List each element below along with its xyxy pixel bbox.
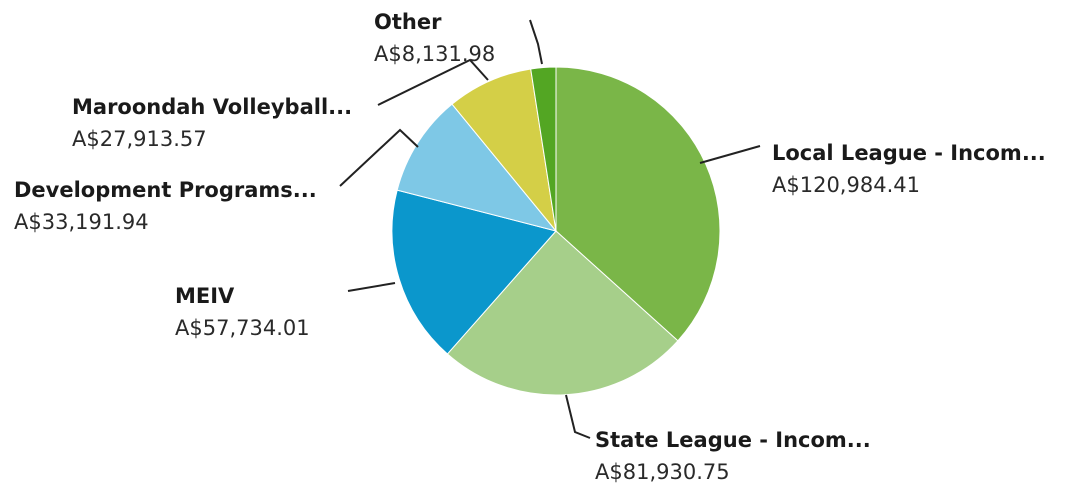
pie-slices xyxy=(391,66,721,396)
slice-label: Other xyxy=(374,10,442,34)
slice-labels: Local League - Incom... A$120,984.41 State… xyxy=(14,10,1046,484)
leader-line xyxy=(565,394,591,439)
leader-line xyxy=(347,282,396,292)
pie-slice[interactable] xyxy=(446,230,679,396)
slice-label: Maroondah Volleyball... xyxy=(72,95,352,119)
leader-line xyxy=(377,58,489,106)
slice-label: Development Programs... xyxy=(14,178,317,202)
slice-label: MEIV xyxy=(175,284,235,308)
slice-value-label: A$33,191.94 xyxy=(14,210,149,234)
leader-line xyxy=(339,128,419,187)
pie-slice[interactable] xyxy=(396,103,558,232)
pie-slice[interactable] xyxy=(391,189,557,355)
slice-value-label: A$8,131.98 xyxy=(374,42,495,66)
slice-label: State League - Incom... xyxy=(595,428,871,452)
slice-value-label: A$27,913.57 xyxy=(72,127,207,151)
leader-line xyxy=(699,145,761,164)
slice-value-label: A$57,734.01 xyxy=(175,316,310,340)
slice-value-label: A$120,984.41 xyxy=(772,173,920,197)
pie-slice[interactable] xyxy=(530,66,557,232)
leader-line xyxy=(529,19,543,65)
pie-slice[interactable] xyxy=(451,68,557,233)
leader-lines xyxy=(339,19,761,439)
pie-slice[interactable] xyxy=(555,66,721,342)
slice-value-label: A$81,930.75 xyxy=(595,460,730,484)
slice-label: Local League - Incom... xyxy=(772,141,1046,165)
